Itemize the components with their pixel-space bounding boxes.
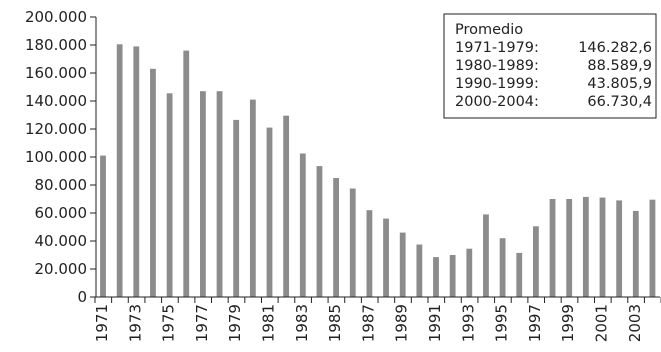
bar-1983 xyxy=(299,153,306,297)
x-axis: 1971 1973 1975 1977 1979 1981 1983 1985 1987 1989… xyxy=(93,296,661,342)
y-tick-label: 160.000 xyxy=(25,64,87,82)
legend-period: 2000-2004: xyxy=(455,94,539,110)
y-tick-label: 140.000 xyxy=(25,92,87,110)
legend-period: 1990-1999: xyxy=(455,76,539,92)
bar-1995 xyxy=(499,238,506,297)
legend-average: 66.730,4 xyxy=(587,94,652,110)
legend-average: 146.282,6 xyxy=(578,40,652,56)
bar-1989 xyxy=(399,232,406,297)
x-tick-label: 1985 xyxy=(326,304,344,342)
bar-1988 xyxy=(383,218,389,297)
x-tick-label: 1973 xyxy=(126,304,144,342)
y-tick-label: 180.000 xyxy=(25,36,87,54)
bar-1987 xyxy=(366,210,373,297)
bar-2002 xyxy=(616,200,623,297)
x-tick-label: 1977 xyxy=(193,304,211,342)
bar-1977 xyxy=(200,91,206,297)
x-tick-label: 1995 xyxy=(493,304,511,342)
x-tick-label: 1971 xyxy=(93,304,111,342)
x-tick-label: 1979 xyxy=(226,304,244,342)
bar-1981 xyxy=(266,127,273,297)
bar-1993 xyxy=(466,248,473,297)
bar-1991 xyxy=(433,257,439,297)
y-tick-label: 60.000 xyxy=(35,204,88,222)
x-tick-label: 1981 xyxy=(260,304,278,342)
x-tick-label: 1987 xyxy=(359,304,377,342)
x-tick-label: 1999 xyxy=(559,304,577,342)
legend-frame xyxy=(443,13,657,119)
bar-1972 xyxy=(116,44,123,297)
bar-1997 xyxy=(533,226,539,297)
legend-rows: 1971-1979: 146.282,6 1980-1989: 88.589,9 199… xyxy=(455,40,652,110)
bar-1971 xyxy=(100,155,106,297)
x-tick-label: 2003 xyxy=(626,304,644,342)
x-tick-label: 1983 xyxy=(293,304,311,342)
legend-box: Promedio 1971-1979: 146.282,6 1980-1989: 88… xyxy=(443,13,657,119)
y-axis: 0 20.000 40.000 60.000 80.000 100.000 120.000 1… xyxy=(25,8,97,306)
bar-1976 xyxy=(183,50,190,297)
bar-1974 xyxy=(150,68,156,297)
bar-1982 xyxy=(283,115,290,297)
legend-average: 43.805,9 xyxy=(587,76,652,92)
bar-1973 xyxy=(133,46,140,298)
y-tick-label: 80.000 xyxy=(35,176,88,194)
legend-average: 88.589,9 xyxy=(587,58,652,74)
bar-2004 xyxy=(649,199,656,297)
bars-group xyxy=(100,44,656,298)
bar-1975 xyxy=(166,93,173,297)
bar-1990 xyxy=(416,244,423,297)
bar-2000 xyxy=(582,196,589,297)
bar-1999 xyxy=(566,199,573,297)
bar-1996 xyxy=(516,252,523,297)
y-tick-label: 0 xyxy=(77,288,87,306)
x-tick-label: 1997 xyxy=(526,304,544,342)
x-tick-label: 1975 xyxy=(160,304,178,342)
x-tick-label: 1989 xyxy=(393,304,411,342)
y-tick-label: 120.000 xyxy=(25,120,87,138)
bar-1984 xyxy=(316,166,323,297)
y-tick-label: 20.000 xyxy=(35,260,88,278)
bar-1994 xyxy=(483,214,489,297)
y-tick-label: 40.000 xyxy=(35,232,88,250)
y-tick-label: 100.000 xyxy=(25,148,87,166)
x-tick-label: 1993 xyxy=(459,304,477,342)
bar-2001 xyxy=(599,197,606,297)
legend-period: 1980-1989: xyxy=(455,58,539,74)
x-tick-label: 1991 xyxy=(426,304,444,342)
y-tick-label: 200.000 xyxy=(25,8,87,26)
bar-1986 xyxy=(349,188,356,297)
bar-1979 xyxy=(233,119,240,298)
bar-1998 xyxy=(549,199,556,297)
legend-period: 1971-1979: xyxy=(455,40,539,56)
bar-2003 xyxy=(632,210,639,297)
bar-1992 xyxy=(449,255,456,297)
bar-1980 xyxy=(249,99,256,297)
bar-1978 xyxy=(216,91,223,297)
x-tick-label: 2001 xyxy=(593,304,611,342)
legend-title: Promedio xyxy=(455,22,523,38)
bar-1985 xyxy=(333,178,339,297)
